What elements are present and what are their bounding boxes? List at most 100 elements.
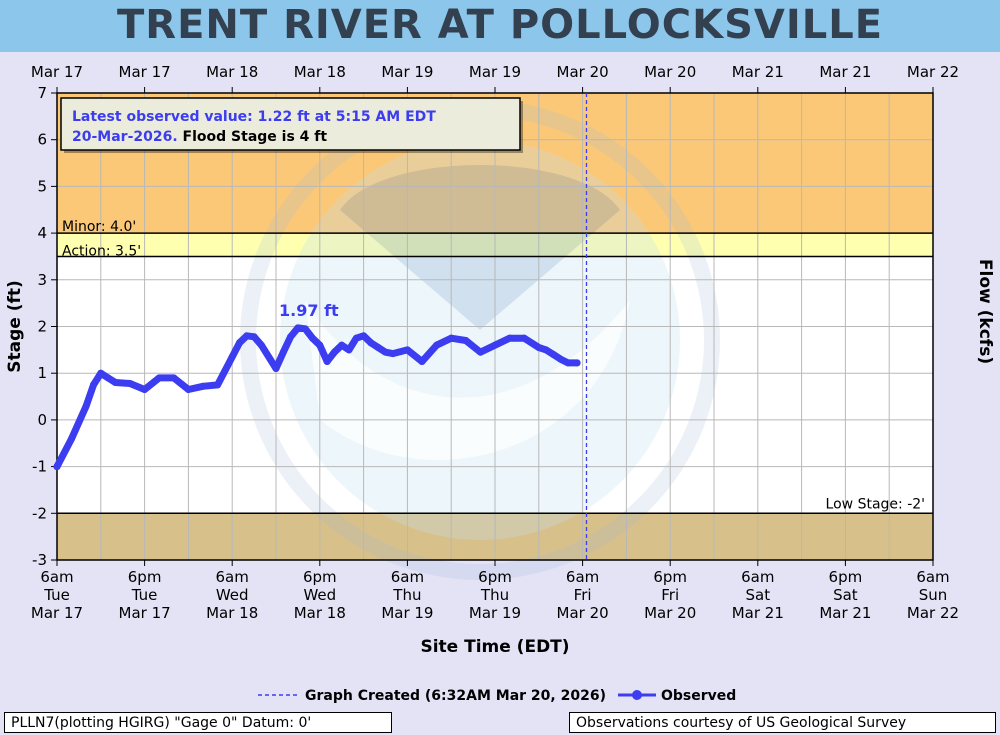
observed-point	[382, 348, 389, 356]
top-tick-label: Mar 17	[119, 63, 171, 81]
y-tick-label: -1	[32, 458, 47, 476]
observed-point	[272, 365, 280, 373]
observed-point	[228, 353, 236, 361]
observed-point	[367, 339, 375, 347]
x-tick-label: Sun	[919, 586, 948, 604]
observed-point	[97, 369, 105, 377]
x-tick-label: Mar 22	[907, 604, 959, 622]
observed-point	[573, 359, 581, 367]
x-tick-label: Tue	[43, 586, 70, 604]
minor-threshold-label: Minor: 4.0'	[62, 219, 136, 235]
observed-point	[447, 334, 455, 342]
observed-point	[155, 374, 163, 382]
x-tick-label: Mar 19	[469, 604, 521, 622]
observed-point	[126, 379, 134, 387]
top-tick-label: Mar 21	[819, 63, 871, 81]
y-tick-label: 4	[37, 224, 47, 242]
x-tick-label: Sat	[745, 586, 770, 604]
x-tick-label: Mar 20	[557, 604, 609, 622]
x-tick-label: 6pm	[303, 568, 337, 586]
observed-point	[184, 386, 192, 394]
y-tick-label: 6	[37, 131, 47, 149]
x-tick-label: Mar 17	[119, 604, 171, 622]
observed-point	[141, 386, 149, 394]
y-tick-label: 3	[37, 271, 47, 289]
x-tick-label: Fri	[574, 586, 592, 604]
y-tick-label: 7	[37, 84, 47, 102]
footer-source: Observations courtesy of US Geological S…	[569, 712, 996, 733]
observed-point	[287, 333, 295, 341]
top-tick-label: Mar 20	[557, 63, 609, 81]
observed-point	[309, 334, 316, 342]
y-axis-title: Stage (ft)	[5, 280, 25, 373]
observed-point	[352, 334, 360, 342]
observed-point	[294, 324, 302, 332]
x-tick-label: Mar 21	[819, 604, 871, 622]
observed-point	[491, 341, 499, 349]
x-tick-label: Mar 20	[644, 604, 696, 622]
observed-point	[549, 351, 557, 359]
x-tick-label: Thu	[392, 586, 421, 604]
observed-point	[257, 341, 265, 349]
top-tick-label: Mar 18	[206, 63, 258, 81]
observed-point	[520, 334, 528, 342]
observed-point	[104, 374, 112, 382]
x-tick-label: 6am	[916, 568, 949, 586]
observed-point	[462, 337, 470, 345]
observed-point	[236, 339, 243, 347]
observed-point	[111, 379, 119, 387]
y-tick-label: 1	[37, 364, 47, 382]
x-tick-label: 6pm	[478, 568, 512, 586]
legend-observed-label: Observed	[661, 688, 736, 704]
peak-value-label: 1.97 ft	[279, 301, 339, 320]
x-tick-label: Fri	[661, 586, 679, 604]
x-tick-label: 6am	[566, 568, 599, 586]
y-tick-label: 2	[37, 318, 47, 336]
observed-point	[214, 381, 222, 389]
top-tick-label: Mar 19	[469, 63, 521, 81]
observed-point	[250, 333, 258, 341]
y-tick-label: -3	[32, 551, 47, 569]
observed-point	[338, 341, 346, 349]
x-tick-label: Mar 18	[206, 604, 258, 622]
low-threshold-label: Low Stage: -2'	[826, 496, 925, 512]
observed-point	[476, 348, 484, 356]
observed-point	[82, 402, 90, 410]
info-latest-value: Latest observed value: 1.22 ft at 5:15 A…	[72, 109, 436, 125]
x-tick-label: Wed	[303, 586, 336, 604]
info-flood-stage: 20-Mar-2026. Flood Stage is 4 ft	[72, 129, 327, 145]
x-axis-title: Site Time (EDT)	[420, 637, 569, 657]
action-threshold-label: Action: 3.5'	[62, 243, 141, 259]
x-tick-label: 6am	[391, 568, 424, 586]
observed-point	[170, 374, 178, 382]
page-title: TRENT RIVER AT POLLOCKSVILLE	[116, 2, 884, 48]
x-tick-label: Wed	[216, 586, 249, 604]
x-tick-label: Tue	[131, 586, 158, 604]
observed-point	[330, 348, 338, 356]
x-tick-label: Mar 17	[31, 604, 83, 622]
observed-point	[542, 346, 550, 354]
observed-point	[53, 463, 61, 471]
legend-created-label: Graph Created (6:32AM Mar 20, 2026)	[305, 688, 606, 704]
observed-point	[389, 350, 397, 358]
top-tick-label: Mar 18	[294, 63, 346, 81]
x-tick-label: 6am	[40, 568, 73, 586]
x-tick-label: 6pm	[128, 568, 162, 586]
observed-point	[418, 358, 426, 366]
observed-point	[323, 358, 331, 366]
observed-point	[199, 382, 207, 390]
observed-point	[301, 325, 309, 333]
x-tick-label: Thu	[480, 586, 509, 604]
x-tick-label: 6pm	[653, 568, 687, 586]
y2-axis-title: Flow (kcfs)	[975, 259, 995, 364]
observed-point	[90, 381, 97, 389]
observed-point	[535, 344, 543, 352]
info-box	[60, 97, 521, 151]
x-tick-label: 6am	[741, 568, 774, 586]
y-tick-label: 5	[37, 177, 47, 195]
top-tick-label: Mar 22	[907, 63, 959, 81]
observed-point	[433, 341, 441, 349]
observed-point	[557, 355, 565, 363]
observed-point	[506, 334, 514, 342]
